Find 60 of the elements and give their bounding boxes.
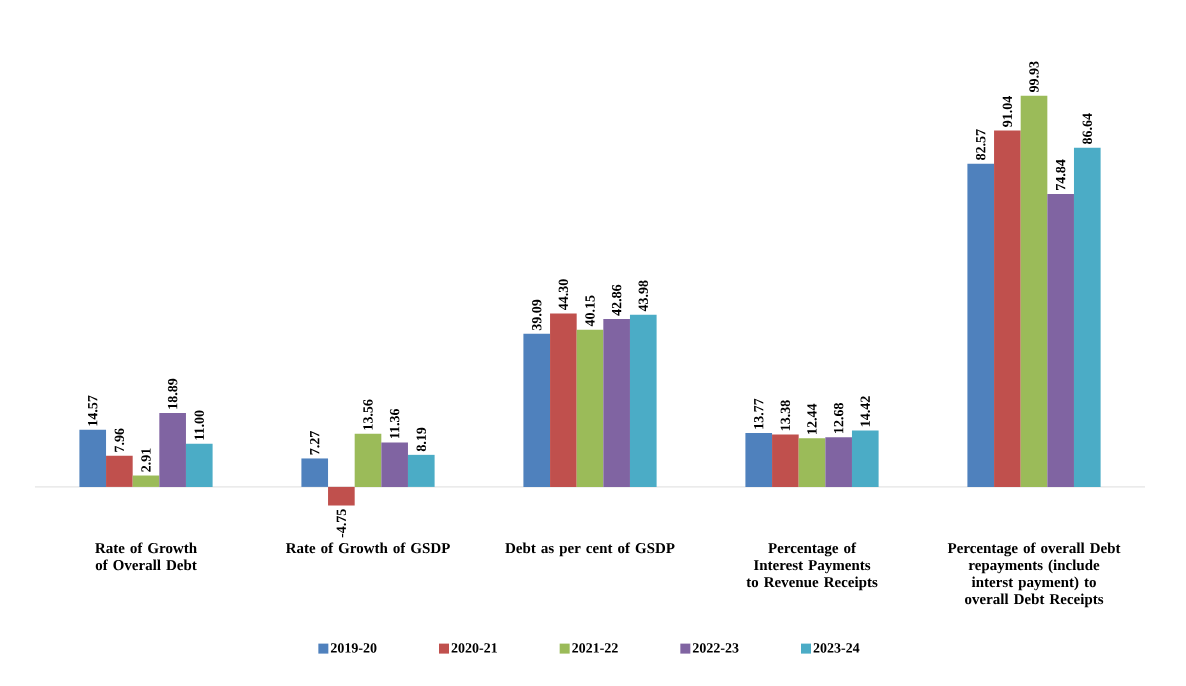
bar [354, 433, 382, 487]
x-tick-label: Debt as per cent of GSDP [505, 542, 675, 557]
bar [629, 314, 657, 487]
bar [825, 437, 852, 487]
data-label: 7.96 [114, 428, 125, 452]
bar [851, 430, 879, 487]
bar [159, 412, 186, 487]
x-tick-label: Percentage of overall Debt repayments (include interst payment) to overall Debt Receipts [947, 542, 1121, 608]
bar [745, 433, 773, 487]
bar [1073, 147, 1101, 487]
data-label: 74.84 [1055, 159, 1066, 190]
bar [1047, 193, 1074, 487]
data-label: 91.04 [1002, 96, 1013, 127]
bar [576, 329, 604, 487]
data-label: 44.30 [558, 279, 569, 311]
legend-label: 2022-23 [692, 643, 739, 653]
bar [185, 443, 213, 487]
data-label: 14.42 [860, 396, 871, 427]
legend-label: 2021-22 [572, 643, 618, 653]
data-label: 11.36 [389, 408, 400, 439]
data-label: 7.27 [309, 431, 320, 455]
data-label: 18.89 [167, 378, 178, 409]
bar [79, 429, 107, 487]
data-label: 12.68 [833, 403, 844, 433]
data-label: 99.93 [1029, 61, 1039, 93]
bar [772, 434, 799, 487]
data-label: 13.38 [780, 400, 791, 431]
bar [328, 486, 355, 506]
bar [603, 319, 630, 487]
x-tick-label: Percentage of Interest Payments to Revenue Receipts [746, 542, 878, 591]
data-label: 42.86 [611, 284, 622, 316]
data-label: 86.64 [1082, 113, 1093, 145]
data-label: 12.44 [807, 403, 817, 434]
data-label: -4.75 [336, 509, 347, 538]
x-tick-label: Rate of Growth of GSDP [285, 542, 450, 554]
legend-label: 2020-21 [451, 643, 497, 653]
bar [1020, 95, 1048, 487]
bar [523, 333, 551, 487]
legend-label: 2019-20 [330, 643, 377, 653]
data-label: 13.77 [754, 398, 764, 429]
data-label: 8.19 [416, 427, 427, 452]
data-label: 11.00 [194, 410, 205, 440]
data-label: 2.91 [141, 448, 151, 472]
bar [407, 454, 435, 487]
data-label: 40.15 [585, 295, 595, 327]
data-label: 82.57 [975, 129, 986, 160]
bar [550, 313, 577, 487]
data-label: 13.56 [363, 399, 373, 430]
x-tick-label: Rate of Growth of Overall Debt [95, 542, 197, 571]
legend-label: 2023-24 [813, 643, 860, 653]
bar [381, 442, 408, 487]
bar [106, 455, 133, 487]
bar [301, 458, 329, 487]
bar [994, 130, 1021, 487]
bar [967, 163, 995, 487]
data-label: 39.09 [531, 299, 542, 331]
data-label: 43.98 [638, 280, 649, 312]
bar [798, 438, 826, 487]
data-label: 14.57 [87, 395, 98, 426]
bar [132, 475, 160, 487]
